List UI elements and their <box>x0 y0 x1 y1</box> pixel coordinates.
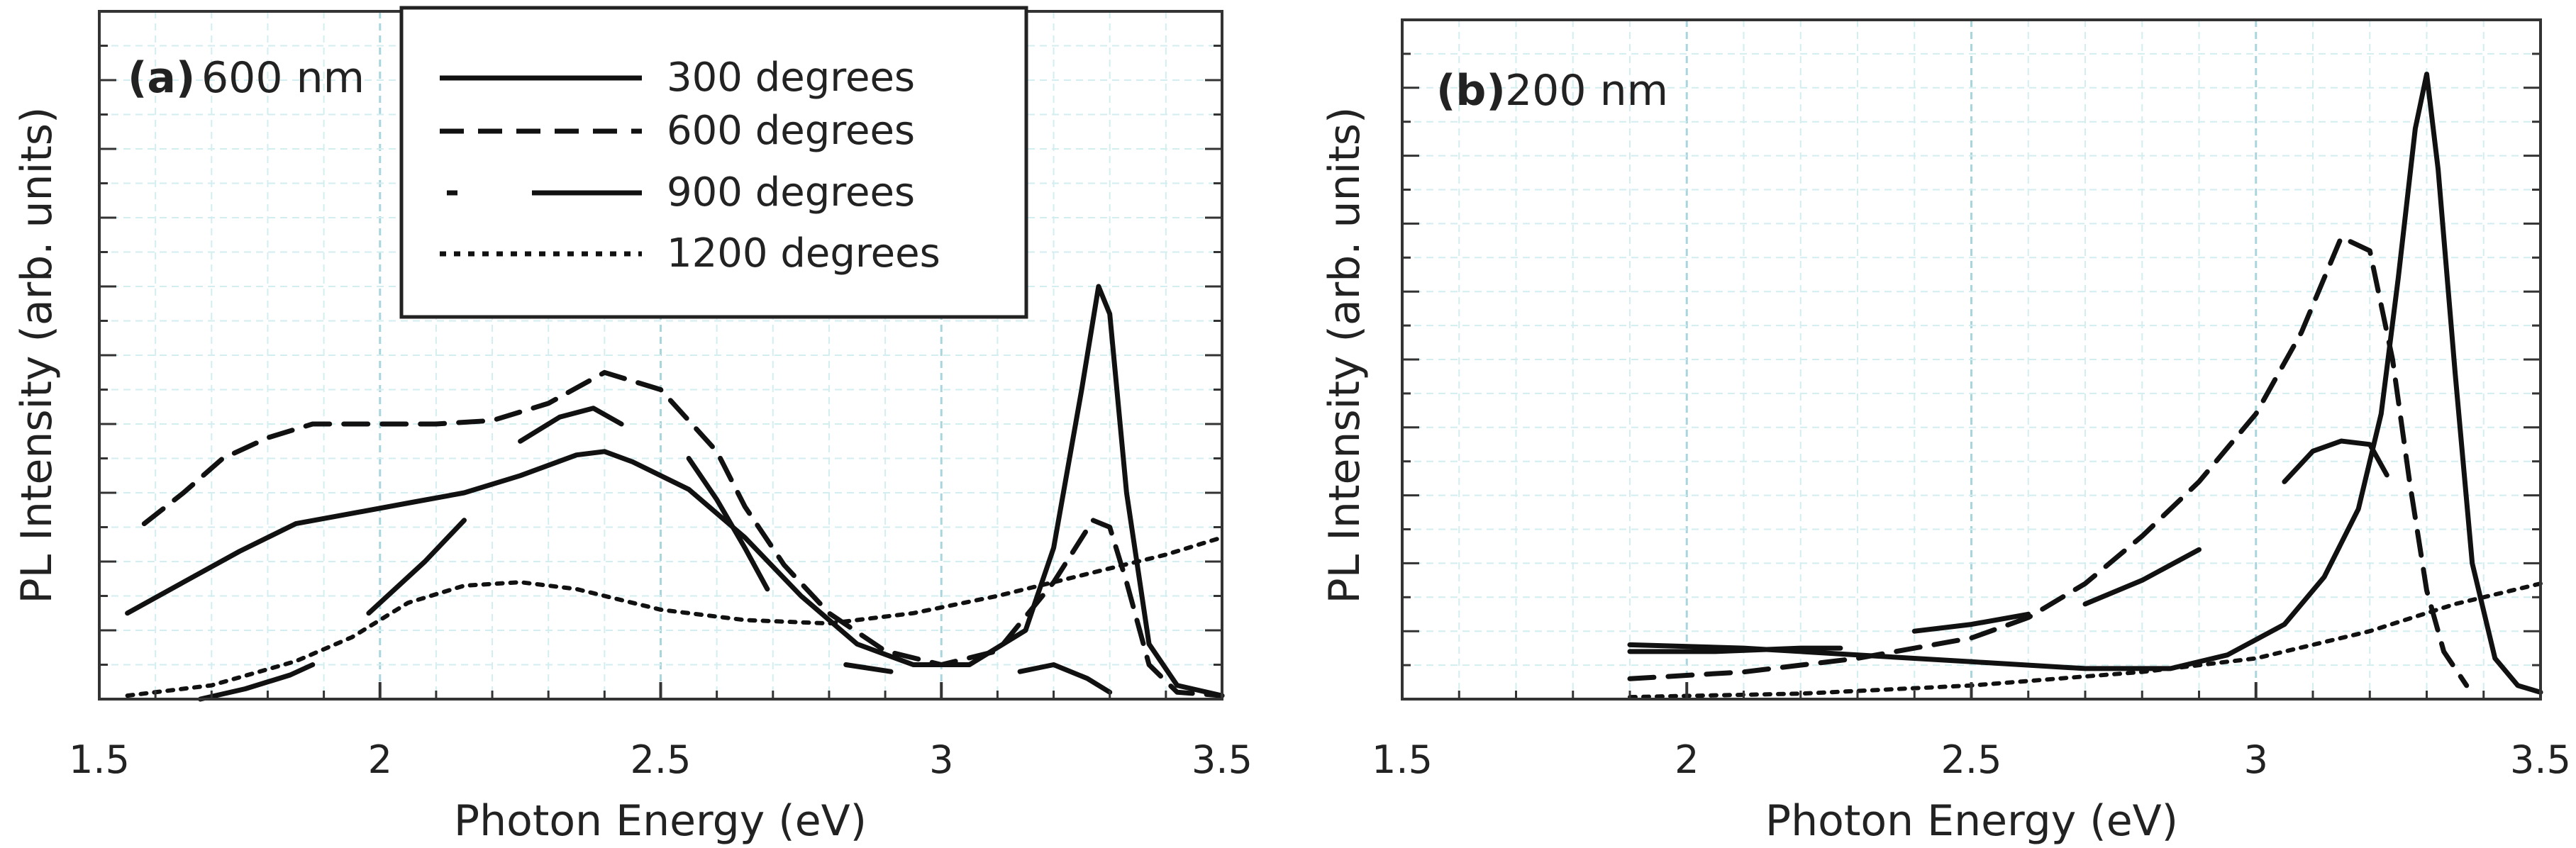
legend-label-900: 900 degrees <box>667 169 915 216</box>
x-tick-label: 2 <box>368 737 392 782</box>
legend-entry-1200: 1200 degrees <box>440 230 940 277</box>
panel-b-axis-ticks: 1.5 2 2.5 3 3.5 <box>1372 52 2571 782</box>
panel-a-chart: 1.5 2 2.5 3 3.5 (a) 600 nm Photon Energy (eV… <box>12 6 1253 846</box>
x-tick-label: 2.5 <box>1941 737 2002 782</box>
panel-a-sample: 600 nm <box>201 53 365 103</box>
series-line-1200-degrees <box>1628 581 2543 700</box>
panel-b-y-axis-title: PL Intensity (arb. units) <box>1320 107 1370 604</box>
panel-b-grid <box>1401 19 2542 700</box>
legend-label-1200: 1200 degrees <box>667 230 940 277</box>
panel-b-x-axis-title: Photon Energy (eV) <box>1765 796 2178 846</box>
series-line-300-degrees <box>125 284 1225 698</box>
x-tick-label: 1.5 <box>69 737 130 782</box>
panel-a-y-axis-title: PL Intensity (arb. units) <box>12 107 62 604</box>
panel-b-chart: 1.5 2 2.5 3 3.5 (b) 200 nm Photon Energy (eV… <box>1320 18 2571 846</box>
x-tick-label: 2 <box>1675 737 1699 782</box>
legend-frame <box>399 6 1028 319</box>
series-line-600-degrees <box>141 369 1225 698</box>
panel-b-tag: (b) <box>1436 66 1506 116</box>
legend: 300 degrees 600 degrees 900 degrees 1200… <box>399 6 1028 319</box>
series-line-900-degrees <box>198 406 1113 702</box>
panel-a-tag: (a) <box>128 53 195 103</box>
series-line-300-degrees <box>1627 72 2543 695</box>
x-tick-label: 1.5 <box>1372 737 1433 782</box>
series-line-600-degrees <box>1627 235 2470 688</box>
legend-entry-600: 600 degrees <box>440 108 915 154</box>
legend-entry-900: 900 degrees <box>447 169 915 216</box>
panel-a-axis-ticks: 1.5 2 2.5 3 3.5 <box>69 45 1253 782</box>
series-line-900-degrees <box>1627 438 2389 654</box>
x-tick-label: 2.5 <box>631 737 692 782</box>
panel-b-series <box>1627 72 2543 700</box>
x-tick-label: 3.5 <box>2510 737 2571 782</box>
legend-label-600: 600 degrees <box>667 108 915 154</box>
panel-b-sample: 200 nm <box>1505 66 1668 116</box>
x-tick-label: 3 <box>929 737 953 782</box>
series-line-1200-degrees <box>125 535 1224 698</box>
panel-a-x-axis-title: Photon Energy (eV) <box>454 796 867 846</box>
panel-a-series <box>125 284 1225 702</box>
legend-label-300: 300 degrees <box>667 55 915 101</box>
x-tick-label: 3 <box>2244 737 2268 782</box>
legend-entry-300: 300 degrees <box>440 55 915 101</box>
x-tick-label: 3.5 <box>1192 737 1253 782</box>
